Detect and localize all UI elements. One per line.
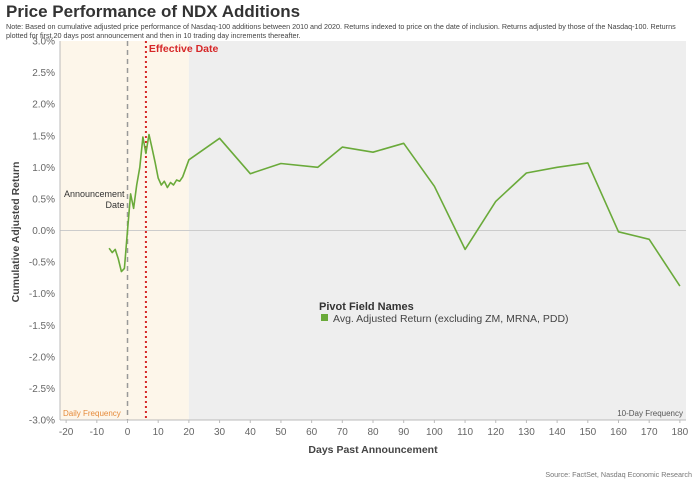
x-tick-label: -10 — [90, 427, 105, 438]
source-note: Source: FactSet, Nasdaq Economic Researc… — [545, 470, 692, 479]
legend-swatch — [321, 314, 328, 321]
series-group — [108, 133, 681, 287]
x-tick-label: 40 — [245, 427, 257, 438]
x-tick-label: 70 — [337, 427, 349, 438]
y-tick-label: -0.5% — [29, 258, 55, 269]
region-label-0: Daily Frequency — [63, 409, 121, 418]
x-tick-label: 170 — [641, 427, 658, 438]
y-tick-label: -2.5% — [29, 384, 55, 395]
x-tick-label: 20 — [183, 427, 195, 438]
legend: Pivot Field Names Avg. Adjusted Return (… — [319, 301, 569, 325]
y-tick-label: 0.0% — [32, 226, 55, 237]
x-tick-label: 100 — [426, 427, 443, 438]
chart-note: Note: Based on cumulative adjusted price… — [6, 22, 676, 40]
x-tick-label: 120 — [487, 427, 504, 438]
x-tick-label: 60 — [306, 427, 318, 438]
legend-title: Pivot Field Names — [319, 301, 414, 313]
x-axis-label: Days Past Announcement — [308, 444, 438, 456]
y-axis-label: Cumulative Adjusted Return — [10, 162, 22, 303]
axes: 3.0% 2.5% 2.0% 1.5% 1.0% 0.5% 0.0% -0.5% -1.0% -1… — [29, 37, 689, 439]
region-label-1: 10-Day Frequency — [617, 409, 683, 418]
y-tick-label: -1.0% — [29, 289, 55, 300]
chart-title: Price Performance of NDX Additions — [6, 2, 301, 21]
y-tick-label: -2.0% — [29, 352, 55, 363]
y-tick-label: -1.5% — [29, 321, 55, 332]
x-tick-label: 80 — [367, 427, 379, 438]
series-line-0 — [108, 133, 681, 287]
y-tick-label: -3.0% — [29, 416, 55, 427]
x-tick-label: 180 — [672, 427, 689, 438]
legend-series-label: Avg. Adjusted Return (excluding ZM, MRNA… — [333, 313, 569, 325]
x-tick-label: 90 — [398, 427, 410, 438]
x-tick-label: 30 — [214, 427, 226, 438]
y-tick-label: 2.5% — [32, 68, 55, 79]
x-tick-label: -20 — [59, 427, 74, 438]
y-tick-label: 3.0% — [32, 37, 55, 48]
x-tick-label: 110 — [457, 427, 473, 438]
x-tick-label: 130 — [518, 427, 535, 438]
x-tick-label: 140 — [549, 427, 566, 438]
x-tick-label: 0 — [125, 427, 131, 438]
annotation-label-1: Effective Date — [149, 43, 219, 55]
y-tick-label: 1.5% — [32, 131, 55, 142]
y-tick-label: 2.0% — [32, 100, 55, 111]
x-tick-label: 50 — [275, 427, 287, 438]
annotation-label-0-0: Announcement — [64, 189, 125, 199]
x-tick-label: 150 — [579, 427, 596, 438]
y-tick-label: 1.0% — [32, 163, 55, 174]
y-tick-label: 0.5% — [32, 194, 55, 205]
x-tick-label: 160 — [610, 427, 627, 438]
annotation-label-0-1: Date — [105, 200, 124, 210]
x-tick-label: 10 — [153, 427, 165, 438]
